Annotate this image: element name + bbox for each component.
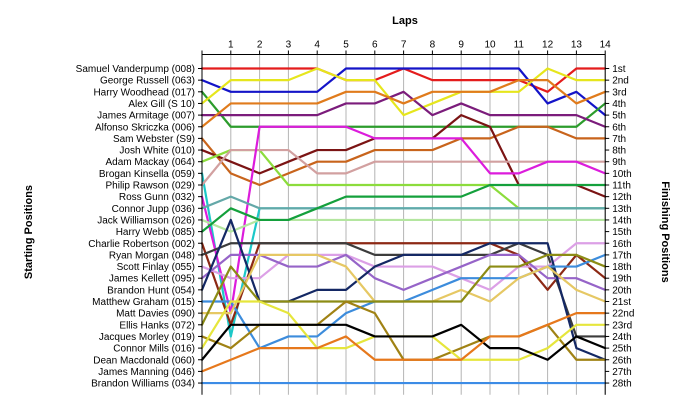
finishing-position-label: 14th <box>612 215 631 226</box>
finishing-position-label: 9th <box>612 157 626 168</box>
lap-tick-label: 2 <box>257 40 263 51</box>
starting-position-label: Scott Finlay (055) <box>117 262 195 273</box>
axes <box>198 50 610 395</box>
starting-position-label: Ross Gunn (032) <box>119 192 195 203</box>
starting-position-label: Harry Webb (085) <box>116 227 195 238</box>
finishing-position-label: 11th <box>612 181 631 192</box>
finishing-position-label: 3rd <box>612 87 626 98</box>
finishing-position-label: 16th <box>612 239 631 250</box>
finishing-position-label: 27th <box>612 367 631 378</box>
finishing-position-label: 7th <box>612 134 626 145</box>
series-line <box>200 67 607 117</box>
finishing-position-label: 21st <box>612 297 631 308</box>
finishing-position-label: 25th <box>612 344 631 355</box>
series-line <box>200 67 607 117</box>
x-axis-title: Laps <box>392 15 418 27</box>
finishing-position-label: 12th <box>612 192 631 203</box>
starting-position-label: Ryan Morgan (048) <box>109 250 195 261</box>
lap-tick-labels: 1 2 3 4 5 6 7 8 9 10 11 12 13 14 <box>228 40 611 51</box>
series-line <box>200 195 607 210</box>
lap-tick-label: 4 <box>314 40 320 51</box>
starting-position-labels: Samuel Vanderpump (008)George Russell (0… <box>76 64 195 390</box>
lap-tick-label: 7 <box>401 40 407 51</box>
starting-position-label: Jack Williamson (026) <box>97 215 195 226</box>
finishing-position-label: 28th <box>612 379 631 390</box>
starting-position-label: Matthew Graham (015) <box>92 297 195 308</box>
starting-position-label: Connor Jupp (036) <box>112 204 195 215</box>
starting-position-label: Alex Gill (S 10) <box>128 99 195 110</box>
starting-position-label: Brandon Williams (034) <box>91 379 195 390</box>
finishing-position-label: 13th <box>612 204 631 215</box>
lap-tick-label: 14 <box>600 40 612 51</box>
finishing-position-label: 20th <box>612 285 631 296</box>
lap-tick-label: 3 <box>286 40 292 51</box>
starting-position-label: Jacques Morley (019) <box>99 332 195 343</box>
grid <box>230 54 606 395</box>
starting-position-label: Adam Mackay (064) <box>106 157 195 168</box>
lap-tick-label: 12 <box>542 40 554 51</box>
finishing-position-label: 2nd <box>612 76 629 87</box>
starting-position-label: James Manning (046) <box>98 367 195 378</box>
finishing-position-label: 17th <box>612 250 631 261</box>
finishing-position-label: 23rd <box>612 320 632 331</box>
finishing-position-label: 5th <box>612 111 626 122</box>
series-line <box>200 125 607 187</box>
starting-position-label: Harry Woodhead (017) <box>93 87 195 98</box>
series-line <box>200 79 607 128</box>
starting-position-label: Dean Macdonald (060) <box>93 355 195 366</box>
series-line <box>200 183 607 233</box>
lap-tick-label: 1 <box>228 40 234 51</box>
series-line <box>200 148 607 187</box>
series-line <box>200 312 607 373</box>
finishing-position-label: 15th <box>612 227 631 238</box>
starting-position-label: Brogan Kinsella (059) <box>99 169 195 180</box>
starting-position-label: Samuel Vanderpump (008) <box>76 64 195 75</box>
starting-position-label: Sam Webster (S9) <box>113 134 195 145</box>
lap-tick-label: 6 <box>372 40 378 51</box>
lap-tick-label: 11 <box>514 40 525 51</box>
starting-position-label: Brandon Hunt (054) <box>107 285 195 296</box>
series-line <box>200 242 607 291</box>
starting-position-label: Josh White (010) <box>119 146 195 157</box>
starting-position-label: Ellis Hanks (072) <box>119 320 195 331</box>
starting-position-label: James Armitage (007) <box>97 111 195 122</box>
lap-tick-label: 8 <box>430 40 436 51</box>
y-axis-title-left: Starting Positions <box>23 185 35 279</box>
starting-position-label: Connor Mills (016) <box>113 344 195 355</box>
finishing-position-label: 24th <box>612 332 631 343</box>
series-lines <box>200 67 607 385</box>
finishing-position-label: 8th <box>612 146 626 157</box>
lap-tick-label: 9 <box>458 40 464 51</box>
starting-position-label: James Kellett (095) <box>109 274 195 285</box>
starting-position-label: Matt Davies (090) <box>116 309 195 320</box>
finishing-position-label: 22nd <box>612 309 634 320</box>
series-line <box>200 253 607 326</box>
series-line <box>200 125 607 315</box>
starting-position-label: Charlie Robertson (002) <box>88 239 195 250</box>
finishing-position-label: 1st <box>612 64 626 75</box>
finishing-position-label: 10th <box>612 169 631 180</box>
finishing-position-label: 26th <box>612 355 631 366</box>
finishing-position-label: 19th <box>612 274 631 285</box>
series-line <box>200 90 607 128</box>
lap-tick-label: 10 <box>484 40 496 51</box>
starting-position-label: George Russell (063) <box>100 76 195 87</box>
finishing-position-labels: 1st2nd3rd4th5th6th7th8th9th10th11th12th1… <box>612 64 634 390</box>
lap-tick-label: 13 <box>571 40 583 51</box>
starting-position-label: Philip Rawson (029) <box>106 181 196 192</box>
starting-position-label: Alfonso Skriczka (006) <box>95 122 195 133</box>
finishing-position-label: 6th <box>612 122 626 133</box>
lap-tick-label: 5 <box>343 40 349 51</box>
series-line <box>200 323 607 361</box>
y-axis-title-right: Finishing Positions <box>659 181 671 282</box>
finishing-position-label: 18th <box>612 262 631 273</box>
finishing-position-label: 4th <box>612 99 626 110</box>
